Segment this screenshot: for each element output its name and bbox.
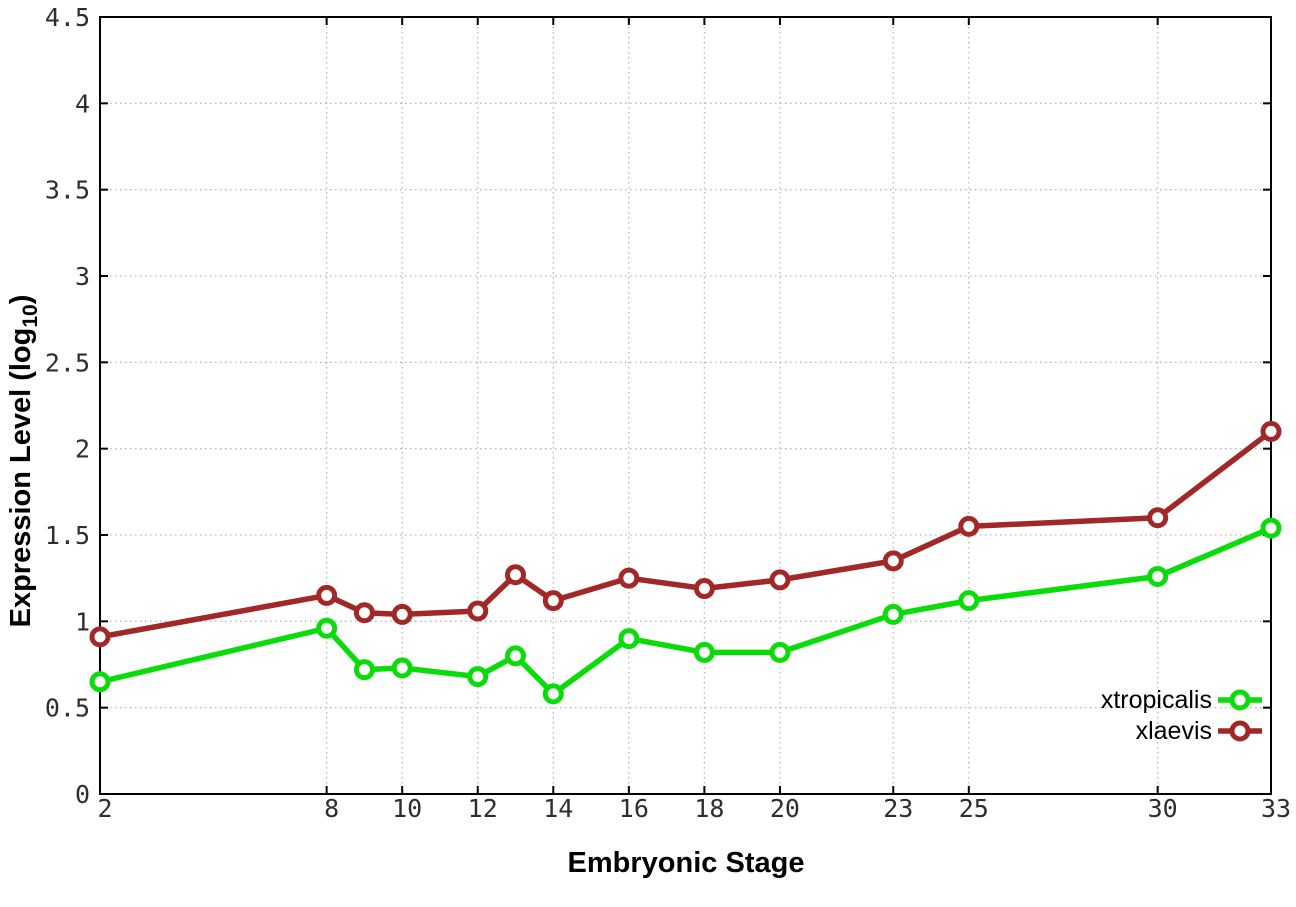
legend-marker-xlaevis <box>1229 720 1251 742</box>
data-point-xtropicalis <box>618 628 640 650</box>
plot-border <box>99 16 1272 795</box>
legend: xtropicalis xlaevis <box>1101 686 1262 745</box>
x-tick-label: 8 <box>324 794 339 823</box>
data-point-xlaevis <box>693 578 715 600</box>
legend-row-xtropicalis: xtropicalis <box>1101 686 1262 714</box>
x-tick-label: 16 <box>619 794 649 823</box>
y-tick-label: 1.5 <box>45 521 90 550</box>
data-point-xlaevis <box>1147 507 1169 529</box>
grid-layer <box>99 16 1272 795</box>
data-point-xlaevis <box>618 567 640 589</box>
data-point-xlaevis <box>505 564 527 586</box>
legend-label-xtropicalis: xtropicalis <box>1101 686 1212 714</box>
y-tick-label: 1 <box>75 607 90 636</box>
x-axis-label: Embryonic Stage <box>568 847 805 879</box>
legend-marker-xtropicalis <box>1229 689 1251 711</box>
data-point-xlaevis <box>1260 420 1282 442</box>
data-point-xtropicalis <box>1147 565 1169 587</box>
x-tick-label: 12 <box>468 794 498 823</box>
data-point-xtropicalis <box>958 590 980 612</box>
x-tick-label: 25 <box>959 794 989 823</box>
legend-row-xlaevis: xlaevis <box>1136 717 1262 745</box>
data-point-xlaevis <box>391 603 413 625</box>
y-tick-label: 0 <box>75 780 90 809</box>
x-tick-label: 33 <box>1261 794 1291 823</box>
x-tick-label: 2 <box>97 794 112 823</box>
series-line-xlaevis <box>97 428 1274 640</box>
data-point-xtropicalis <box>391 657 413 679</box>
data-point-xlaevis <box>353 602 375 624</box>
x-tick-label: 14 <box>543 794 573 823</box>
data-point-xlaevis <box>882 550 904 572</box>
data-point-xtropicalis <box>1260 517 1282 539</box>
x-tick-label: 20 <box>770 794 800 823</box>
x-tick-label: 10 <box>392 794 422 823</box>
data-point-xlaevis <box>316 584 338 606</box>
data-point-xtropicalis <box>505 645 527 667</box>
x-tick-label: 18 <box>694 794 724 823</box>
series-layer <box>89 420 1282 705</box>
y-tick-label: 0.5 <box>45 694 90 723</box>
data-point-xlaevis <box>467 600 489 622</box>
x-tick-label: 23 <box>883 794 913 823</box>
data-point-xtropicalis <box>353 659 375 681</box>
data-point-xtropicalis <box>467 666 489 688</box>
data-point-xlaevis <box>542 590 564 612</box>
data-point-xtropicalis <box>89 671 111 693</box>
y-axis-label: Expression Level (log10) <box>5 295 42 628</box>
tick-layer: 2 8 10 12 14 16 18 20 23 25 30 33 0 0.5 1 1.5 2 2.5 3 3.5 4 4… <box>45 3 1291 823</box>
data-point-xtropicalis <box>882 603 904 625</box>
y-tick-label: 4 <box>75 89 90 118</box>
data-point-xlaevis <box>89 626 111 648</box>
data-point-xtropicalis <box>542 683 564 705</box>
data-point-xtropicalis <box>769 641 791 663</box>
x-tick-label: 30 <box>1148 794 1178 823</box>
y-tick-label: 2 <box>75 435 90 464</box>
data-point-xlaevis <box>769 569 791 591</box>
series-line-xtropicalis <box>97 525 1274 697</box>
y-tick-label: 3 <box>75 262 90 291</box>
y-tick-label: 3.5 <box>45 176 90 205</box>
data-point-xlaevis <box>958 515 980 537</box>
data-point-xtropicalis <box>316 617 338 639</box>
y-tick-label: 2.5 <box>45 348 90 377</box>
data-point-xtropicalis <box>693 641 715 663</box>
y-tick-label: 4.5 <box>45 3 90 32</box>
legend-label-xlaevis: xlaevis <box>1136 717 1212 745</box>
